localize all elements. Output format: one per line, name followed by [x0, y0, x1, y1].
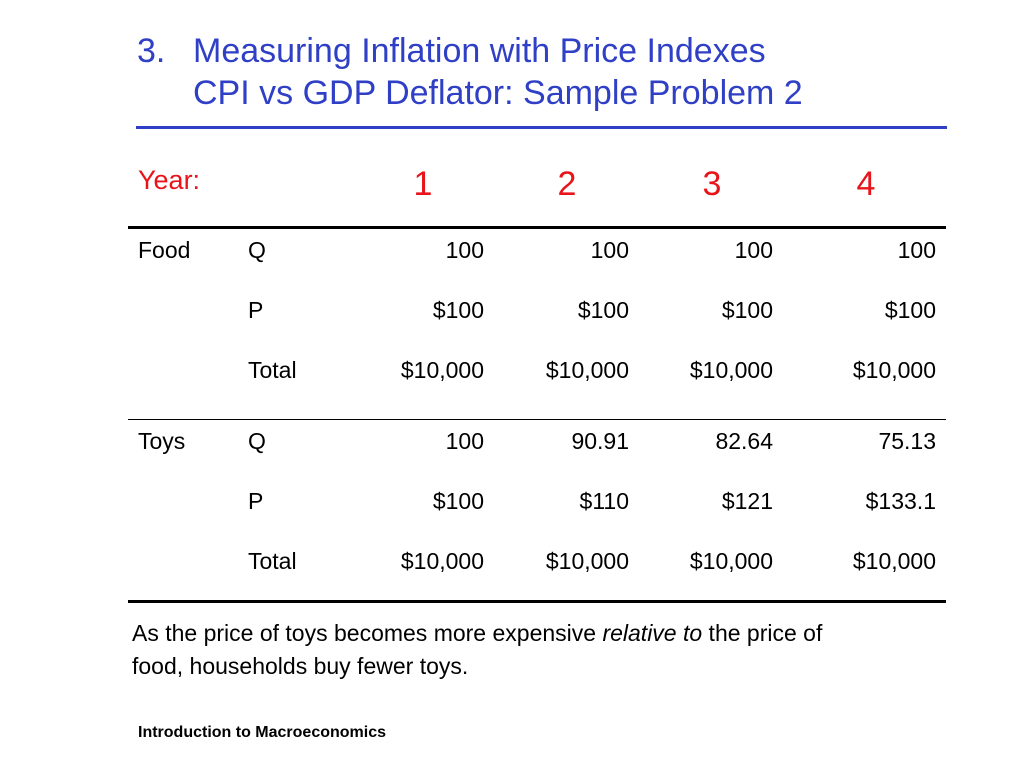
section-divider: [128, 419, 946, 420]
year-3: 3: [702, 165, 722, 203]
year-1: 1: [413, 165, 433, 203]
year-label: Year:: [138, 165, 201, 195]
row-label: Total: [248, 548, 297, 574]
explanation-note: As the price of toys becomes more expens…: [132, 617, 832, 683]
table-row: P $100 $100 $100 $100: [128, 289, 946, 349]
table-cell: $110: [579, 488, 629, 514]
footer-rule: [128, 600, 946, 603]
table-cell: 82.64: [715, 428, 773, 454]
item-label: Food: [138, 237, 191, 263]
table-cell: $10,000: [689, 548, 773, 574]
title-divider: [136, 126, 947, 129]
table-cell: $133.1: [865, 488, 936, 514]
table-cell: $10,000: [400, 548, 484, 574]
table-cell: $100: [432, 488, 484, 514]
title-number: 3.: [137, 32, 166, 70]
table-cell: 100: [445, 237, 484, 263]
row-label: P: [248, 297, 264, 323]
section-toys: Toys Q 100 90.91 82.64 75.13 P $100 $110…: [128, 420, 946, 600]
slide-title: 3. Measuring Inflation with Price Indexes…: [137, 30, 803, 114]
row-label: P: [248, 488, 264, 514]
title-text-1: Measuring Inflation with Price Indexes: [193, 32, 766, 70]
table-row: Total $10,000 $10,000 $10,000 $10,000: [128, 349, 946, 409]
table-row: Total $10,000 $10,000 $10,000 $10,000: [128, 540, 946, 600]
table-cell: 100: [897, 237, 936, 263]
table-cell: $10,000: [852, 548, 936, 574]
course-footer: Introduction to Macroeconomics: [138, 724, 387, 741]
table-cell: $10,000: [545, 548, 629, 574]
table-cell: $100: [884, 297, 936, 323]
table-cell: $10,000: [545, 357, 629, 383]
note-italic: relative to: [602, 620, 703, 646]
table-cell: 75.13: [878, 428, 936, 454]
section-food: Food Q 100 100 100 100 P $100 $100 $100 …: [128, 229, 946, 409]
table-cell: $10,000: [852, 357, 936, 383]
table-row: P $100 $110 $121 $133.1: [128, 480, 946, 540]
table-cell: $100: [721, 297, 773, 323]
table-cell: 90.91: [571, 428, 629, 454]
table-cell: $10,000: [400, 357, 484, 383]
table-cell: $100: [577, 297, 629, 323]
row-label: Q: [248, 237, 266, 263]
header-rule: [128, 226, 946, 229]
table-cell: $100: [432, 297, 484, 323]
year-header-row: Year: 1 2 3 4: [128, 150, 946, 226]
table-cell: 100: [734, 237, 773, 263]
table-cell: 100: [445, 428, 484, 454]
table-cell: 100: [590, 237, 629, 263]
note-text-2: the price of food, households buy fewer …: [132, 620, 823, 679]
data-table: Year: 1 2 3 4 Food Q 100 100 100 100 P $…: [128, 150, 946, 603]
table-row: Food Q 100 100 100 100: [128, 229, 946, 289]
row-label: Q: [248, 428, 266, 454]
table-cell: $10,000: [689, 357, 773, 383]
year-2: 2: [557, 165, 577, 203]
note-text-1: As the price of toys becomes more expens…: [132, 620, 603, 646]
row-label: Total: [248, 357, 297, 383]
title-line-1: 3. Measuring Inflation with Price Indexes: [137, 30, 803, 72]
table-row: Toys Q 100 90.91 82.64 75.13: [128, 420, 946, 480]
item-label: Toys: [138, 428, 186, 454]
table-cell: $121: [721, 488, 773, 514]
year-4: 4: [856, 165, 876, 203]
title-line-2: CPI vs GDP Deflator: Sample Problem 2: [193, 74, 803, 112]
